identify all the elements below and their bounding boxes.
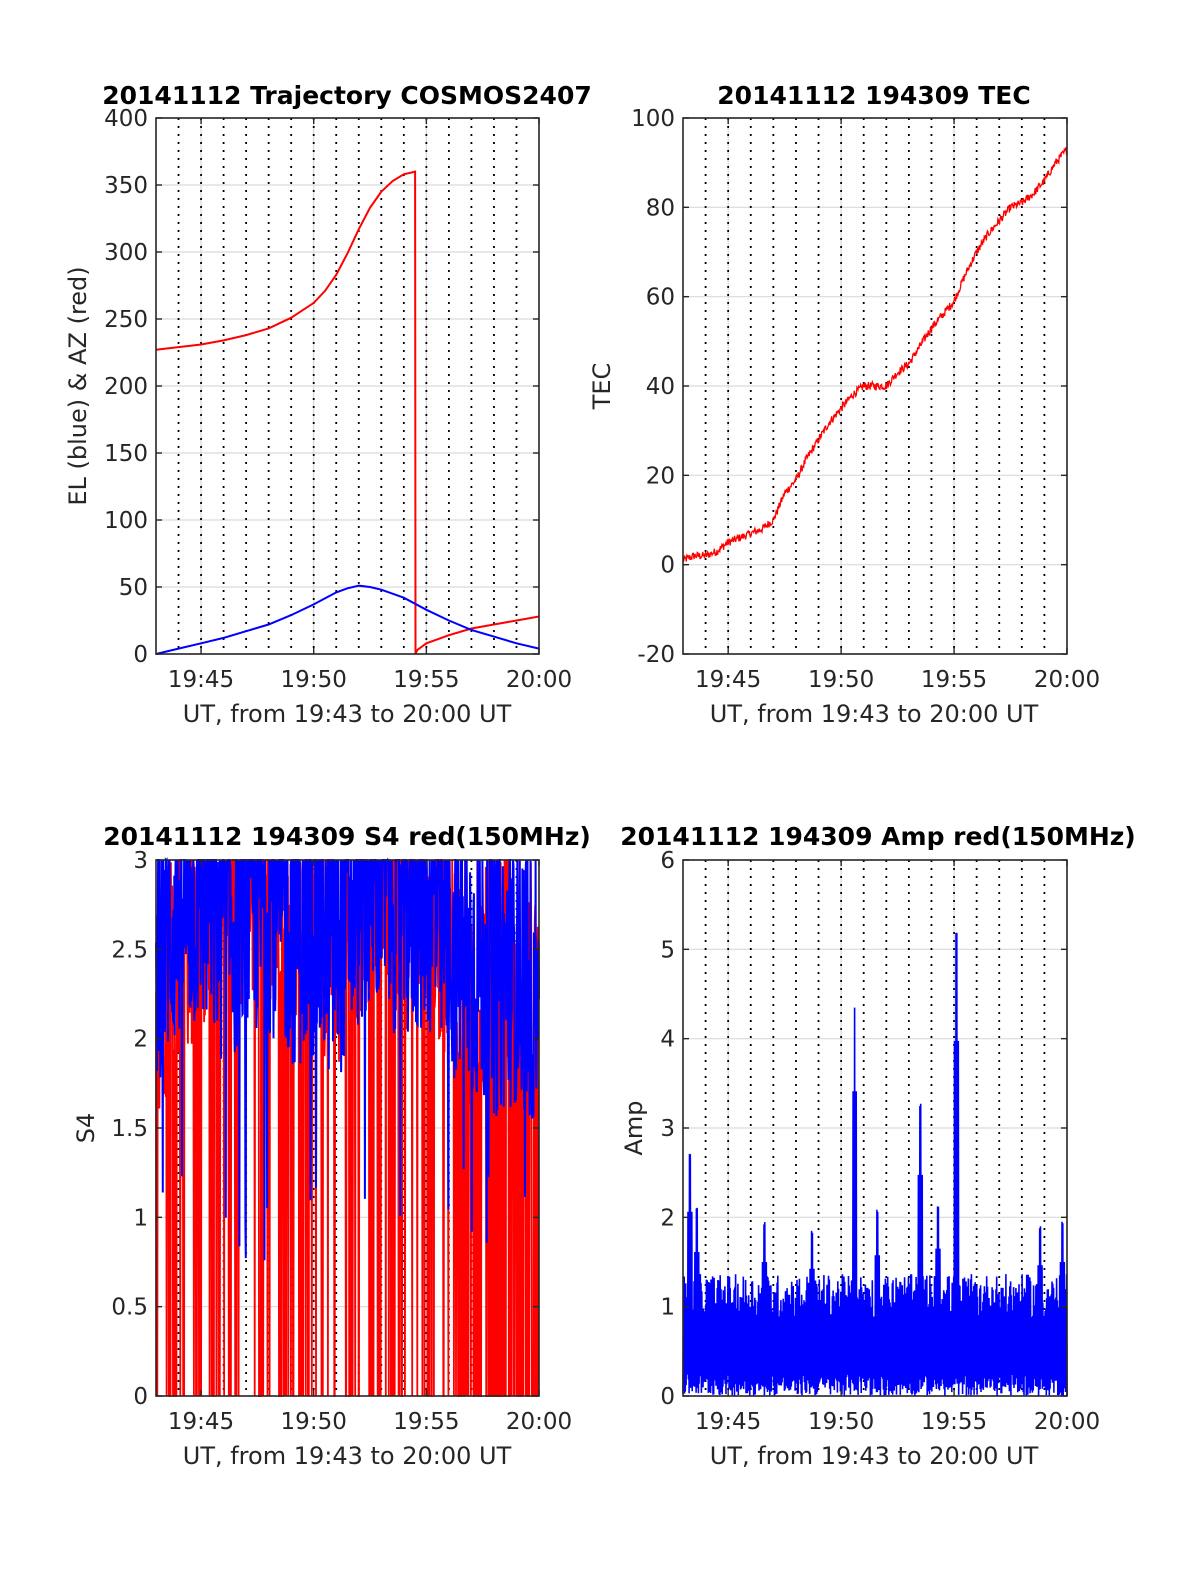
amp-ytick-label: 6 (660, 848, 675, 874)
trajectory-xtick-label: 19:55 (393, 667, 459, 693)
trajectory-xtick-label: 19:50 (281, 667, 347, 693)
s4-ytick-label: 2.5 (111, 937, 148, 963)
tec-ytick-label: 40 (646, 374, 675, 400)
trajectory-ytick-label: 400 (104, 106, 148, 132)
trajectory-xtick-label: 19:45 (168, 667, 234, 693)
s4-xtick-label: 19:45 (168, 1409, 234, 1435)
tec-ytick-label: 20 (646, 463, 675, 489)
tec-ytick-label: 80 (646, 195, 675, 221)
amp-ytick-label: 0 (660, 1384, 675, 1410)
trajectory-ytick-label: 250 (104, 307, 148, 333)
amp-panel: 0 1 2 3 4 5 6 19:45 19:50 19:55 20:00 20141112 194… (620, 822, 1136, 1470)
s4-panel: 0 0.5 1 1.5 2 2.5 3 19:45 19:50 19:55 20:00 201411… (72, 822, 591, 1470)
amp-xtick-label: 19:55 (921, 1409, 987, 1435)
s4-ytick-label: 1.5 (111, 1116, 148, 1142)
tec-xlabel: UT, from 19:43 to 20:00 UT (710, 700, 1039, 728)
trajectory-ytick-label: 0 (133, 642, 148, 668)
tec-ytick-label: 60 (646, 285, 675, 311)
tec-xtick-label: 19:55 (921, 667, 987, 693)
s4-ytick-label: 3 (133, 848, 148, 874)
tec-ytick-label: -20 (637, 642, 675, 668)
amp-xtick-label: 19:50 (808, 1409, 874, 1435)
trajectory-ytick-label: 100 (104, 508, 148, 534)
s4-xlabel: UT, from 19:43 to 20:00 UT (183, 1442, 512, 1470)
s4-title: 20141112 194309 S4 red(150MHz) (103, 822, 591, 851)
trajectory-ytick-label: 50 (119, 575, 148, 601)
s4-ytick-label: 1 (133, 1205, 148, 1231)
tec-xtick-label: 19:45 (695, 667, 761, 693)
amp-xtick-label: 19:45 (695, 1409, 761, 1435)
tec-series-red (682, 147, 1068, 562)
trajectory-ytick-label: 200 (104, 374, 148, 400)
trajectory-ytick-label: 300 (104, 240, 148, 266)
s4-xtick-label: 20:00 (506, 1409, 572, 1435)
s4-ytick-label: 2 (133, 1027, 148, 1053)
amp-ylabel: Amp (620, 1100, 648, 1155)
trajectory-ytick-label: 150 (104, 441, 148, 467)
s4-ytick-label: 0 (133, 1384, 148, 1410)
s4-xtick-label: 19:50 (281, 1409, 347, 1435)
trajectory-ylabel: EL (blue) & AZ (red) (64, 266, 92, 505)
s4-xtick-label: 19:55 (393, 1409, 459, 1435)
tec-ylabel: TEC (588, 363, 616, 411)
trajectory-panel: 20141112 Trajectory COSMOS2407 0 50 100 150… (64, 81, 592, 728)
amp-xlabel: UT, from 19:43 to 20:00 UT (710, 1442, 1039, 1470)
tec-xtick-label: 20:00 (1034, 667, 1100, 693)
trajectory-series-blue (155, 584, 540, 655)
trajectory-xlabel: UT, from 19:43 to 20:00 UT (183, 700, 512, 728)
tec-xtick-label: 19:50 (808, 667, 874, 693)
amp-ytick-label: 2 (660, 1205, 675, 1231)
trajectory-series-red (155, 170, 540, 655)
tec-title: 20141112 194309 TEC (717, 81, 1030, 110)
amp-ytick-label: 5 (660, 937, 675, 963)
s4-ytick-label: 0.5 (111, 1295, 148, 1321)
trajectory-title: 20141112 Trajectory COSMOS2407 (102, 81, 592, 110)
amp-title: 20141112 194309 Amp red(150MHz) (620, 822, 1136, 851)
tec-ytick-label: 100 (631, 106, 675, 132)
amp-ytick-label: 1 (660, 1295, 675, 1321)
tec-ytick-label: 0 (660, 553, 675, 579)
s4-ylabel: S4 (72, 1113, 100, 1144)
amp-xtick-label: 20:00 (1034, 1409, 1100, 1435)
trajectory-ytick-label: 350 (104, 173, 148, 199)
amp-ytick-label: 4 (660, 1027, 675, 1053)
amp-series-blue (682, 932, 1068, 1396)
tec-panel: 20141112 194309 TEC -20 0 20 40 60 80 100 19:45… (588, 81, 1100, 728)
amp-ytick-label: 3 (660, 1116, 675, 1142)
trajectory-xtick-label: 20:00 (506, 667, 572, 693)
